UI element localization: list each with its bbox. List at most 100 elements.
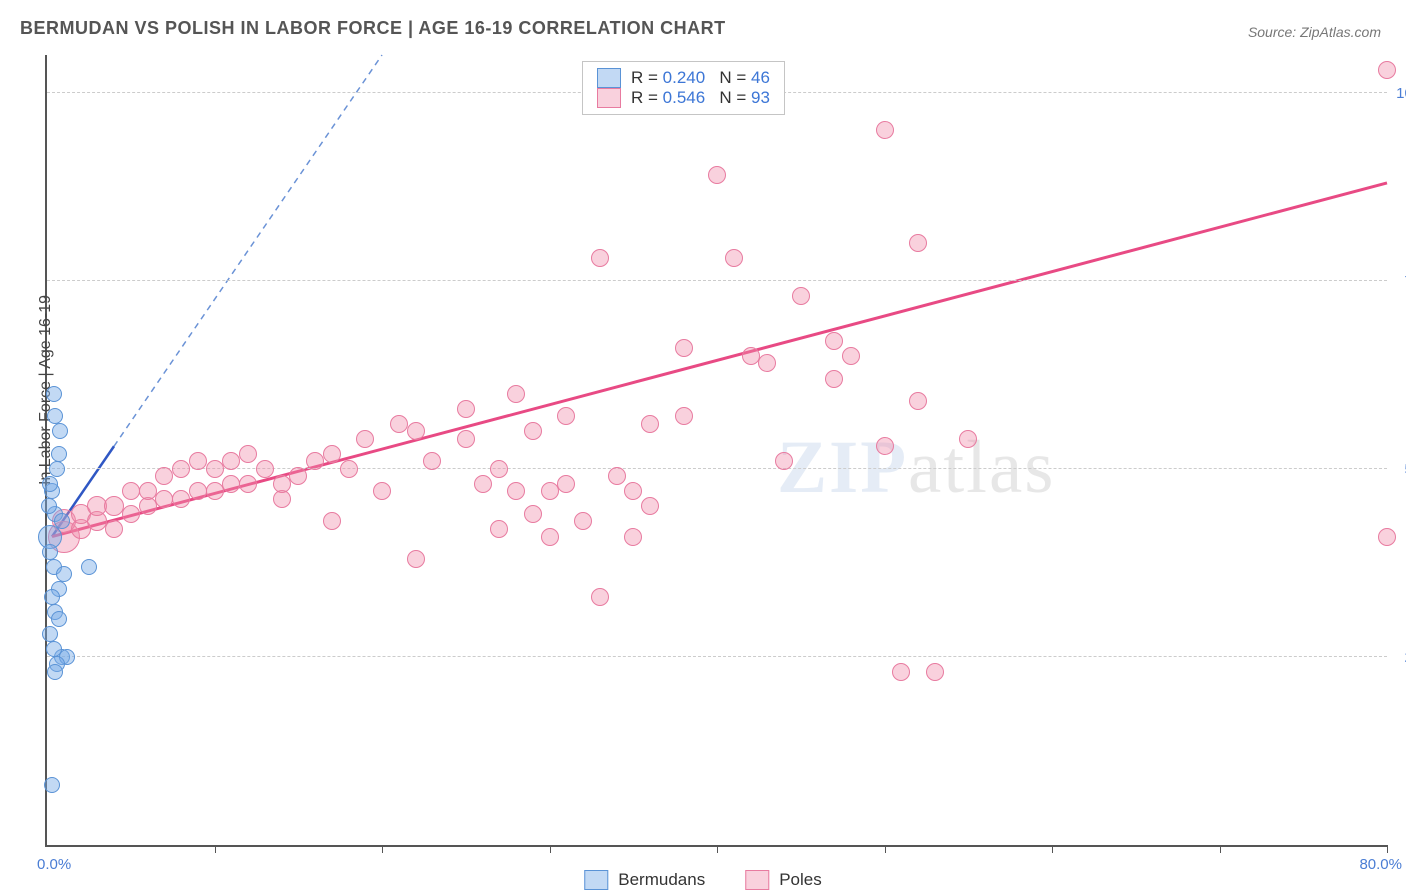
data-point <box>490 520 508 538</box>
data-point <box>340 460 358 478</box>
data-point <box>775 452 793 470</box>
data-point <box>524 505 542 523</box>
data-point <box>909 392 927 410</box>
data-point <box>675 339 693 357</box>
data-point <box>47 408 63 424</box>
data-point <box>155 490 173 508</box>
data-point <box>959 430 977 448</box>
x-tick <box>382 845 383 853</box>
data-point <box>356 430 374 448</box>
plot-area: In Labor Force | Age 16-19 0.0% 80.0% ZI… <box>45 55 1387 847</box>
correlation-legend: R = 0.240 N = 46 R = 0.546 N = 93 <box>582 61 785 115</box>
data-point <box>155 467 173 485</box>
data-point <box>81 559 97 575</box>
data-point <box>825 370 843 388</box>
data-point <box>42 476 58 492</box>
data-point <box>624 482 642 500</box>
data-point <box>41 498 57 514</box>
data-point <box>46 641 62 657</box>
data-point <box>239 475 257 493</box>
data-point <box>323 445 341 463</box>
data-point <box>323 512 341 530</box>
data-point <box>49 461 65 477</box>
data-point <box>239 445 257 463</box>
data-point <box>390 415 408 433</box>
data-point <box>206 482 224 500</box>
data-point <box>708 166 726 184</box>
gridline <box>47 656 1387 657</box>
data-point <box>172 460 190 478</box>
x-tick <box>215 845 216 853</box>
data-point <box>407 422 425 440</box>
data-point <box>44 777 60 793</box>
x-tick <box>1387 845 1388 853</box>
data-point <box>122 482 140 500</box>
data-point <box>457 400 475 418</box>
data-point <box>44 589 60 605</box>
data-point <box>557 407 575 425</box>
x-tick <box>1220 845 1221 853</box>
data-point <box>189 452 207 470</box>
legend-bermudans: Bermudans <box>584 870 705 890</box>
data-point <box>42 544 58 560</box>
data-point <box>189 482 207 500</box>
data-point <box>407 550 425 568</box>
data-point <box>541 528 559 546</box>
data-point <box>423 452 441 470</box>
data-point <box>507 482 525 500</box>
data-point <box>876 437 894 455</box>
data-point <box>842 347 860 365</box>
bottom-legend: Bermudans Poles <box>584 870 821 890</box>
data-point <box>56 566 72 582</box>
data-point <box>52 423 68 439</box>
data-point <box>892 663 910 681</box>
data-point <box>926 663 944 681</box>
data-point <box>1378 61 1396 79</box>
data-point <box>206 460 224 478</box>
data-point <box>541 482 559 500</box>
data-point <box>591 588 609 606</box>
chart-title: BERMUDAN VS POLISH IN LABOR FORCE | AGE … <box>20 18 726 39</box>
x-tick <box>1052 845 1053 853</box>
data-point <box>758 354 776 372</box>
x-max-label: 80.0% <box>1359 856 1402 873</box>
data-point <box>608 467 626 485</box>
gridline <box>47 280 1387 281</box>
swatch-bermudans <box>584 870 608 890</box>
data-point <box>825 332 843 350</box>
data-point <box>373 482 391 500</box>
data-point <box>591 249 609 267</box>
data-point <box>725 249 743 267</box>
data-point <box>256 460 274 478</box>
data-point <box>909 234 927 252</box>
data-point <box>51 611 67 627</box>
gridline <box>47 468 1387 469</box>
data-point <box>122 505 140 523</box>
legend-poles: Poles <box>745 870 822 890</box>
data-point <box>46 386 62 402</box>
x-tick <box>717 845 718 853</box>
data-point <box>172 490 190 508</box>
x-tick <box>885 845 886 853</box>
data-point <box>490 460 508 478</box>
swatch-poles <box>745 870 769 890</box>
data-point <box>139 482 157 500</box>
data-point <box>306 452 324 470</box>
data-point <box>574 512 592 530</box>
data-point <box>47 664 63 680</box>
data-point <box>273 475 291 493</box>
y-tick-label: 100.0% <box>1396 85 1406 102</box>
x-tick <box>550 845 551 853</box>
data-point <box>1378 528 1396 546</box>
data-point <box>876 121 894 139</box>
data-point <box>507 385 525 403</box>
x-min-label: 0.0% <box>37 856 71 873</box>
data-point <box>474 475 492 493</box>
data-point <box>222 452 240 470</box>
source-label: Source: ZipAtlas.com <box>1248 24 1381 40</box>
data-point <box>792 287 810 305</box>
data-point <box>624 528 642 546</box>
data-point <box>641 415 659 433</box>
data-point <box>675 407 693 425</box>
data-point <box>289 467 307 485</box>
